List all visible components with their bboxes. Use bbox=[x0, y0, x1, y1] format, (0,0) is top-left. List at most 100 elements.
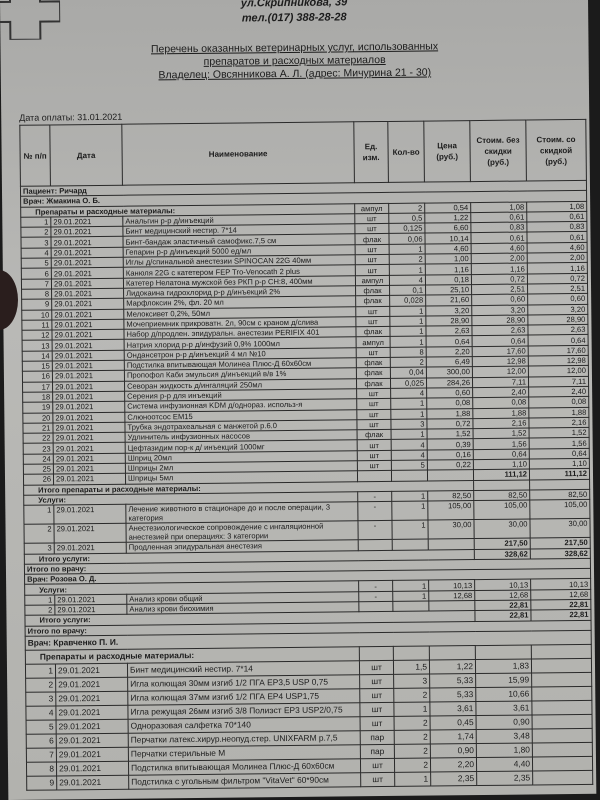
row-date: 29.01.2021 bbox=[53, 523, 127, 544]
row-cost: 2,51 bbox=[471, 283, 528, 295]
row-cost: 30,00 bbox=[473, 519, 531, 539]
row-price: 0,45 bbox=[430, 715, 477, 730]
col-date-header: Дата bbox=[49, 124, 123, 186]
row-unit bbox=[357, 470, 392, 482]
row-cost-discount: 2,16 bbox=[528, 417, 590, 429]
row-qty: 5 bbox=[391, 460, 428, 471]
row-qty: 0,04 bbox=[390, 367, 427, 379]
group-price: 82,50 bbox=[427, 490, 474, 502]
row-date: 29.01.2021 bbox=[51, 257, 124, 269]
group-total-cost-discount: 22,81 bbox=[530, 609, 592, 621]
row-qty: 2 bbox=[389, 254, 426, 265]
row-cost-discount: 1,88 bbox=[528, 406, 589, 418]
row-number: 2 bbox=[25, 677, 56, 693]
row-unit: шт bbox=[355, 254, 390, 266]
row-date: 29.01.2021 bbox=[55, 705, 129, 720]
row-price: 2,63 bbox=[425, 325, 473, 337]
row-price: 4,60 bbox=[425, 243, 472, 255]
row-cost-discount: 12,98 bbox=[528, 355, 589, 367]
row-cost: 0,61 bbox=[470, 232, 528, 244]
row-qty: 0,06 bbox=[388, 233, 426, 245]
row-cost: 1,80 bbox=[476, 742, 533, 758]
row-price bbox=[428, 600, 475, 612]
col-cost-discount-header: Стоим. со скидкой (руб.) bbox=[525, 119, 587, 181]
row-number: 2 bbox=[23, 524, 55, 544]
row-cost-discount: 217,50 bbox=[530, 537, 591, 549]
row-cost: 1,16 bbox=[471, 263, 528, 275]
group-total-cost-discount: 328,62 bbox=[530, 547, 591, 559]
row-unit: шт bbox=[355, 316, 390, 327]
row-unit: флак bbox=[356, 378, 391, 389]
row-cost-discount: 105,00 bbox=[529, 499, 590, 520]
row-number: 19 bbox=[22, 402, 53, 413]
row-cost-discount bbox=[532, 742, 593, 757]
row-qty: 0,028 bbox=[389, 295, 426, 306]
row-price: 0,39 bbox=[427, 438, 474, 450]
row-number: 1 bbox=[24, 594, 55, 606]
row-price: 30,00 bbox=[427, 519, 475, 540]
clinic-logo-cross bbox=[0, 0, 61, 41]
row-cost-discount: 1,56 bbox=[529, 437, 590, 449]
row-qty: 1 bbox=[390, 408, 427, 420]
group-price: 10,13 bbox=[428, 579, 475, 591]
row-date: 29.01.2021 bbox=[54, 604, 127, 616]
row-number: 7 bbox=[21, 278, 52, 290]
row-cost-discount: 2,40 bbox=[528, 386, 589, 398]
row-cost-discount: 0,83 bbox=[526, 221, 587, 233]
row-cost: 0,72 bbox=[471, 273, 528, 285]
row-number: 21 bbox=[22, 422, 54, 434]
row-number: 2 bbox=[20, 227, 51, 238]
row-cost-discount: 4,60 bbox=[527, 242, 588, 254]
row-unit: флак bbox=[356, 357, 391, 369]
row-date: 29.01.2021 bbox=[55, 691, 128, 706]
row-number: 1 bbox=[20, 216, 51, 228]
group-qty bbox=[393, 645, 430, 661]
row-number: 9 bbox=[26, 775, 57, 791]
col-unit-header: Ед. изм. bbox=[353, 121, 389, 183]
row-cost: 17,60 bbox=[472, 345, 529, 357]
row-cost: 2,35 bbox=[476, 770, 533, 786]
row-cost: 0,90 bbox=[476, 714, 533, 730]
row-cost-discount: 111,12 bbox=[529, 468, 590, 480]
row-number: 3 bbox=[20, 237, 52, 249]
row-unit: - bbox=[357, 520, 393, 540]
row-qty: 1 bbox=[390, 398, 427, 409]
finger-in-photo bbox=[0, 270, 18, 330]
row-cost-discount: 1,10 bbox=[529, 458, 590, 470]
row-qty bbox=[392, 539, 429, 550]
row-date: 29.01.2021 bbox=[52, 349, 125, 362]
group-total-cost: 22,81 bbox=[474, 610, 532, 622]
row-qty: 0,5 bbox=[388, 212, 425, 224]
row-price: 5,33 bbox=[429, 687, 476, 702]
row-price: 0,08 bbox=[426, 397, 473, 409]
group-cost_disc: 1,08 bbox=[526, 200, 587, 212]
row-date: 29.01.2021 bbox=[53, 473, 126, 485]
row-cost-discount: 0,61 bbox=[526, 231, 588, 243]
row-number: 12 bbox=[21, 330, 53, 341]
row-unit: - bbox=[357, 501, 392, 521]
row-date: 29.01.2021 bbox=[56, 719, 129, 734]
row-name: Анестезиологическое сопровождение с инга… bbox=[125, 520, 359, 543]
row-qty: 1 bbox=[394, 771, 431, 787]
row-price: 1,16 bbox=[425, 263, 472, 275]
row-price: 1,22 bbox=[429, 659, 476, 674]
row-price: 105,00 bbox=[427, 500, 474, 521]
row-cost-discount: 0,61 bbox=[526, 211, 587, 223]
row-number: 4 bbox=[25, 705, 57, 721]
row-unit: шт bbox=[354, 223, 389, 235]
row-cost-discount: 2,51 bbox=[527, 283, 588, 295]
row-unit: шт bbox=[359, 674, 394, 689]
row-number: 14 bbox=[22, 350, 53, 362]
row-qty: 1 bbox=[389, 243, 426, 255]
row-number: 23 bbox=[23, 443, 54, 455]
group-price: 0,54 bbox=[424, 202, 471, 213]
row-date: 29.01.2021 bbox=[51, 288, 124, 300]
row-price: 1,52 bbox=[427, 428, 474, 440]
row-cost: 12,00 bbox=[472, 366, 529, 378]
row-cost: 2,00 bbox=[471, 253, 528, 264]
row-date: 29.01.2021 bbox=[52, 422, 126, 434]
row-price: 1,22 bbox=[424, 212, 471, 224]
row-cost-discount bbox=[532, 770, 593, 785]
row-unit: шт bbox=[357, 460, 392, 472]
row-price: 1,74 bbox=[430, 729, 477, 744]
